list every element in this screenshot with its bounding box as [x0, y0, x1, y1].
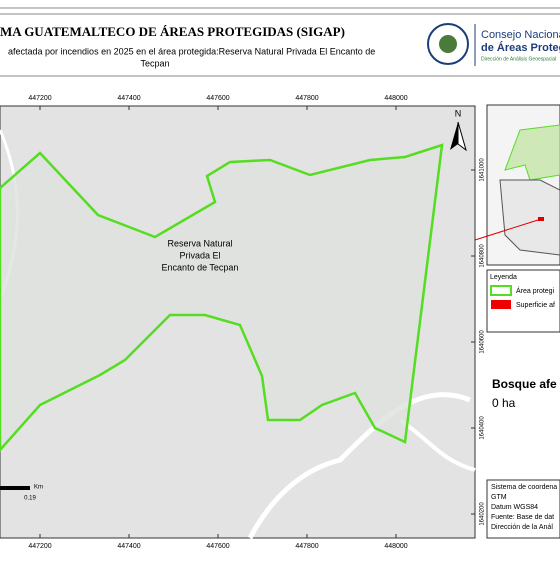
logo-text: Dirección de Análisis Geoespacial: [481, 56, 556, 62]
y-coordinate-label: 1640600: [480, 330, 486, 354]
y-coordinate-label: 1640800: [480, 244, 486, 268]
x-coordinate-label: 447400: [117, 543, 140, 550]
north-arrow: [457, 121, 467, 152]
y-coordinate-label: 1640400: [480, 416, 486, 440]
protected-area: [0, 143, 444, 452]
legend-title: Leyenda: [490, 274, 517, 281]
road: [398, 418, 476, 472]
north-arrow: [450, 122, 458, 150]
logo-text: de Áreas Protegi: [481, 41, 560, 54]
road: [247, 392, 471, 540]
y-coordinate-label: 1641000: [480, 158, 486, 182]
inset-highlight: [538, 217, 544, 221]
area-label: Privada El: [179, 250, 220, 260]
subtitle: Tecpan: [140, 58, 169, 68]
y-coordinate-label: 1640200: [480, 502, 486, 526]
title: MA GUATEMALTECO DE ÁREAS PROTEGIDAS (SIG…: [0, 24, 345, 39]
legend-item: Área protegi: [516, 286, 555, 295]
legend-swatch: [490, 285, 512, 296]
inset-pointer: [474, 219, 539, 241]
x-coordinate-label: 447800: [295, 95, 318, 102]
legend-swatch: [491, 300, 511, 309]
x-coordinate-label: 447600: [206, 543, 229, 550]
summary-value: 0 ha: [492, 396, 516, 410]
info-line: Fuente: Base de dat: [491, 514, 554, 521]
x-coordinate-label: 447600: [206, 95, 229, 102]
area-label: Reserva Natural: [167, 238, 232, 248]
scale-bar: [0, 486, 30, 490]
legend-item: Superficie af: [516, 302, 555, 309]
subtitle: afectada por incendios en 2025 en el áre…: [8, 46, 375, 56]
x-coordinate-label: 447200: [28, 543, 51, 550]
x-coordinate-label: 447200: [28, 95, 51, 102]
scale-value: 0.19: [24, 496, 36, 502]
info-line: Sistema de coordena: [491, 484, 557, 491]
summary-label: Bosque afe: [492, 377, 557, 391]
x-coordinate-label: 447400: [117, 95, 140, 102]
scale-unit: Km: [34, 485, 43, 491]
info-line: Datum WGS84: [491, 504, 538, 511]
x-coordinate-label: 448000: [384, 95, 407, 102]
inset-region: [499, 179, 560, 256]
info-line: GTM: [491, 494, 507, 501]
info-box: [486, 479, 560, 539]
area-label: Encanto de Tecpan: [162, 262, 239, 272]
logo-emblem: [439, 35, 457, 53]
info-line: Dirección de la Anál: [491, 524, 553, 531]
logo-text: Consejo Nacional: [481, 29, 560, 41]
north-arrow-label: N: [455, 108, 462, 118]
x-coordinate-label: 447800: [295, 543, 318, 550]
x-coordinate-label: 448000: [384, 543, 407, 550]
